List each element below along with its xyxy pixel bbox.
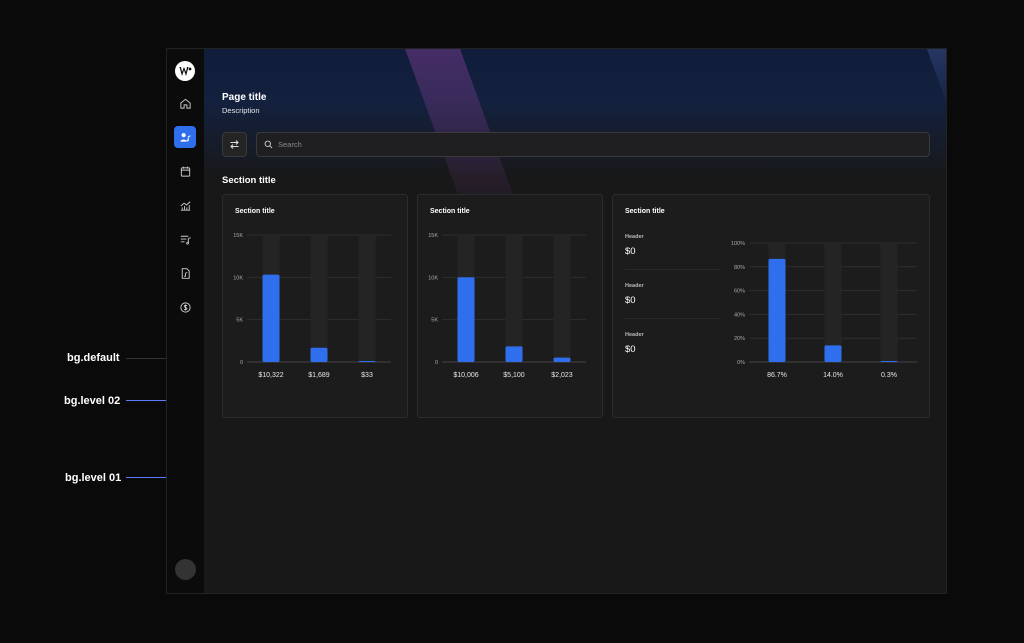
y-tick-label: 5K bbox=[431, 318, 438, 324]
page-title: Page title bbox=[222, 92, 267, 103]
bar-chart-3: 0% 20% 40% 60% 80% 100% 86.7% 14.0% 0.3% bbox=[731, 241, 917, 379]
y-tick-label: 5K bbox=[236, 318, 243, 324]
y-tick-label: 0% bbox=[737, 360, 745, 366]
bar[interactable] bbox=[262, 274, 280, 362]
nav-item-royalties[interactable] bbox=[174, 296, 196, 318]
main-content: Page title Description Section title Sec… bbox=[204, 49, 946, 593]
chart-card-1: Section title 0 5K 10K 15K $10,322 $1,689 $33 bbox=[222, 194, 408, 418]
search-input[interactable] bbox=[278, 140, 878, 149]
bar[interactable] bbox=[880, 361, 898, 362]
x-tick-label: $10,322 bbox=[258, 372, 283, 379]
bar-chart-1: 0 5K 10K 15K $10,322 $1,689 $33 bbox=[233, 233, 391, 379]
nav-item-playlists[interactable] bbox=[174, 228, 196, 250]
bar-track bbox=[880, 243, 898, 362]
swap-arrows-icon bbox=[230, 140, 239, 149]
bar-chart-2: 0 5K 10K 15K $10,006 $5,100 $2,023 bbox=[428, 233, 586, 379]
nav-item-home[interactable] bbox=[174, 92, 196, 114]
nav-item-documents[interactable] bbox=[174, 262, 196, 284]
wmg-logo-icon[interactable] bbox=[175, 61, 195, 81]
bar-track bbox=[505, 235, 523, 362]
card-title: Section title bbox=[625, 208, 665, 215]
y-tick-label: 80% bbox=[734, 265, 745, 271]
annotation-line-bg-default bbox=[126, 358, 174, 359]
x-tick-label: $1,689 bbox=[308, 372, 330, 379]
stat-label: Header bbox=[625, 332, 644, 338]
bar-track bbox=[310, 235, 328, 362]
x-tick-label: $5,100 bbox=[503, 372, 525, 379]
x-tick-label: 14.0% bbox=[823, 372, 843, 379]
stat-divider bbox=[625, 318, 720, 319]
annotation-bg-level-01: bg.level 01 bbox=[65, 472, 122, 484]
card-title: Section title bbox=[430, 208, 470, 215]
y-tick-label: 0 bbox=[240, 360, 243, 366]
bar-track bbox=[824, 243, 842, 362]
y-tick-label: 10K bbox=[428, 275, 438, 281]
playlist-icon bbox=[180, 235, 191, 245]
x-tick-label: $2,023 bbox=[551, 372, 573, 379]
sidebar bbox=[167, 49, 204, 593]
filter-swap-button[interactable] bbox=[222, 132, 247, 157]
page-description: Description bbox=[222, 106, 260, 115]
x-tick-label: $33 bbox=[361, 372, 373, 379]
stat-value: $0 bbox=[625, 295, 636, 306]
dollar-icon bbox=[179, 301, 191, 313]
document-icon bbox=[181, 267, 190, 279]
search-bar[interactable] bbox=[256, 132, 930, 157]
chart-card-3: Section title Header $0 Header $0 Header… bbox=[612, 194, 930, 418]
stat-value: $0 bbox=[625, 344, 636, 355]
annotation-bg-level-02: bg.level 02 bbox=[64, 395, 121, 407]
analytics-icon bbox=[180, 200, 190, 211]
y-tick-label: 0 bbox=[435, 360, 438, 366]
search-icon bbox=[264, 140, 273, 149]
y-tick-label: 10K bbox=[233, 275, 243, 281]
app-window: Page title Description Section title Sec… bbox=[166, 48, 947, 594]
calendar-icon bbox=[180, 166, 190, 177]
annotation-bg-default: bg.default bbox=[67, 352, 120, 364]
chart-card-2: Section title 0 5K 10K 15K $10,006 $5,100 $2,0… bbox=[417, 194, 603, 418]
nav-item-calendar[interactable] bbox=[174, 160, 196, 182]
bar-track bbox=[553, 235, 571, 362]
bar[interactable] bbox=[457, 277, 475, 362]
stat-value: $0 bbox=[625, 246, 636, 257]
bar[interactable] bbox=[553, 357, 571, 362]
y-tick-label: 15K bbox=[428, 233, 438, 239]
stat-divider bbox=[625, 269, 720, 270]
stat-label: Header bbox=[625, 283, 644, 289]
x-tick-label: 0.3% bbox=[881, 372, 897, 379]
user-music-icon bbox=[179, 132, 191, 142]
y-tick-label: 20% bbox=[734, 336, 745, 342]
y-tick-label: 40% bbox=[734, 312, 745, 318]
nav-item-analytics[interactable] bbox=[174, 194, 196, 216]
bar[interactable] bbox=[358, 361, 376, 362]
bar[interactable] bbox=[310, 347, 328, 362]
bar-track bbox=[358, 235, 376, 362]
avatar[interactable] bbox=[175, 559, 196, 580]
section-title: Section title bbox=[222, 175, 276, 186]
nav-item-artists[interactable] bbox=[174, 126, 196, 148]
header-background bbox=[204, 49, 946, 179]
bar[interactable] bbox=[824, 345, 842, 362]
home-icon bbox=[179, 98, 191, 109]
card-title: Section title bbox=[235, 208, 275, 215]
bar[interactable] bbox=[505, 346, 523, 362]
y-tick-label: 60% bbox=[734, 289, 745, 295]
y-tick-label: 100% bbox=[731, 241, 745, 247]
y-tick-label: 15K bbox=[233, 233, 243, 239]
x-tick-label: $10,006 bbox=[453, 372, 478, 379]
x-tick-label: 86.7% bbox=[767, 372, 787, 379]
stat-label: Header bbox=[625, 234, 644, 240]
bar[interactable] bbox=[768, 258, 786, 362]
